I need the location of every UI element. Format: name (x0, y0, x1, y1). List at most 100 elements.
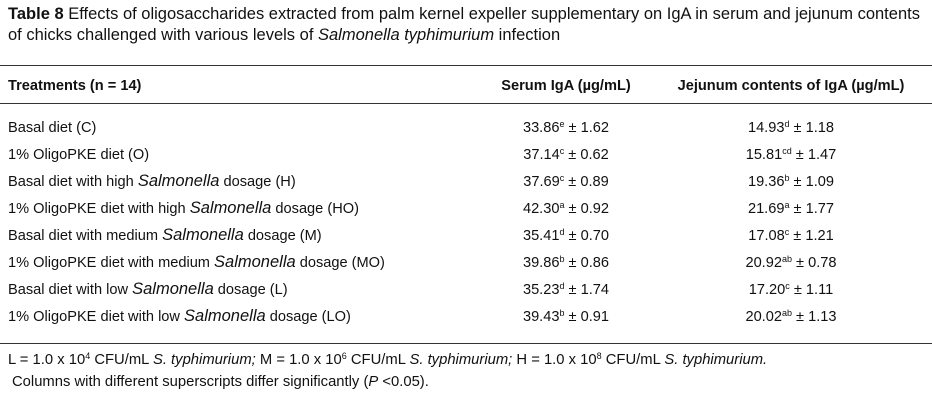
jejunum-iga-mean: 17.20 (748, 281, 786, 298)
footnote-m-unit: CFU/mL (346, 352, 410, 368)
jejunum-iga-cell: 21.69a ± 1.77 (656, 195, 926, 222)
top-rule (0, 65, 932, 66)
jejunum-iga-mean: 20.92 (745, 254, 782, 271)
serum-iga-mean: 35.41 (522, 227, 560, 244)
serum-iga-mean: 33.86 (522, 119, 560, 136)
treatment-dosage: dosage (HO) (271, 201, 359, 217)
jejunum-iga-sd: ± 1.11 (789, 281, 834, 298)
table-row: Basal diet (C) 33.86e ± 1.62 14.93d ± 1.18 (8, 114, 926, 141)
treatment-dosage: dosage (MO) (295, 255, 385, 271)
serum-iga-mean: 35.23 (522, 281, 560, 298)
caption-organism: Salmonella typhimurium (318, 26, 495, 44)
table-row: Basal diet with high Salmonella dosage (… (8, 168, 926, 195)
treatment-organism: Salmonella (132, 280, 214, 298)
serum-iga-superscript: a (559, 199, 565, 210)
column-header-treatments: Treatments (n = 14) (8, 78, 142, 94)
footnote-line-2: Columns with different superscripts diff… (8, 372, 928, 393)
serum-iga-superscript: c (559, 172, 565, 183)
footnote-m-organism: S. typhimurium; (409, 352, 513, 368)
serum-iga-superscript: e (559, 118, 565, 129)
treatment-cell: Basal diet with low Salmonella dosage (L… (8, 276, 476, 303)
treatment-cell: 1% OligoPKE diet with low Salmonella dos… (8, 303, 476, 330)
treatment-text: Basal diet with low (8, 282, 133, 298)
serum-iga-mean: 39.86 (522, 254, 560, 271)
serum-iga-cell: 35.23d ± 1.74 (476, 276, 656, 303)
table-row: 1% OligoPKE diet with high Salmonella do… (8, 195, 926, 222)
footnote-h-dose: H = 1.0 x 10 (512, 352, 597, 368)
serum-iga-cell: 37.69c ± 0.89 (476, 168, 656, 195)
jejunum-iga-sd: ± 1.77 (789, 200, 835, 217)
treatment-dosage: dosage (M) (243, 228, 322, 244)
footnote-m-exponent: 6 (341, 351, 347, 361)
footnote-significance-text: Columns with different superscripts diff… (12, 374, 369, 390)
serum-iga-cell: 35.41d ± 0.70 (476, 222, 656, 249)
treatment-dosage: dosage (L) (213, 282, 288, 298)
footnote-m-dose: M = 1.0 x 10 (255, 352, 342, 368)
serum-iga-sd: ± 0.70 (564, 227, 610, 244)
footnote-p-threshold: <0.05). (378, 374, 429, 390)
serum-iga-cell: 39.43b ± 0.91 (476, 303, 656, 330)
caption-text: Effects of oligosaccharides extracted fr… (8, 5, 920, 44)
treatment-text: Basal diet with high (8, 174, 138, 190)
data-table: Treatments (n = 14) Serum IgA (µg/mL) Je… (8, 72, 926, 330)
jejunum-iga-sd: ± 0.78 (792, 254, 837, 271)
serum-iga-sd: ± 0.86 (564, 254, 610, 271)
spacer-row (8, 100, 926, 114)
treatment-text: 1% OligoPKE diet with low (8, 309, 185, 325)
column-header-jejunum-iga: Jejunum contents of IgA (µg/mL) (677, 78, 905, 94)
serum-iga-superscript: d (559, 280, 565, 291)
footnote-h-exponent: 8 (596, 351, 602, 361)
serum-iga-cell: 33.86e ± 1.62 (476, 114, 656, 141)
jejunum-iga-superscript: ab (781, 253, 792, 264)
serum-iga-sd: ± 0.91 (564, 308, 610, 325)
treatment-cell: Basal diet (C) (8, 114, 476, 141)
serum-iga-superscript: c (559, 145, 565, 156)
treatment-text: Basal diet with medium (8, 228, 163, 244)
treatment-text: 1% OligoPKE diet with medium (8, 255, 215, 271)
jejunum-iga-cell: 20.92ab ± 0.78 (656, 249, 926, 276)
caption-text-end: infection (494, 26, 561, 44)
jejunum-iga-cell: 19.36b ± 1.09 (656, 168, 926, 195)
jejunum-iga-cell: 17.20c ± 1.11 (656, 276, 926, 303)
treatment-cell: Basal diet with medium Salmonella dosage… (8, 222, 476, 249)
serum-iga-mean: 42.30 (522, 200, 560, 217)
table-footnote: L = 1.0 x 104 CFU/mL S. typhimurium; M =… (8, 350, 928, 393)
header-row: Treatments (n = 14) Serum IgA (µg/mL) Je… (8, 72, 926, 100)
jejunum-iga-sd: ± 1.09 (789, 173, 835, 190)
treatment-text: 1% OligoPKE diet (O) (8, 147, 150, 163)
jejunum-iga-mean: 21.69 (747, 200, 785, 217)
jejunum-iga-mean: 15.81 (745, 146, 783, 163)
jejunum-iga-mean: 20.02 (745, 308, 782, 325)
treatment-text: Basal diet (C) (8, 120, 97, 136)
table-caption: Table 8 Effects of oligosaccharides extr… (8, 4, 928, 46)
serum-iga-mean: 37.14 (523, 146, 560, 163)
jejunum-iga-superscript: ab (781, 307, 792, 318)
serum-iga-cell: 37.14c ± 0.62 (476, 141, 656, 168)
jejunum-iga-cell: 17.08c ± 1.21 (656, 222, 926, 249)
table-row: 1% OligoPKE diet with medium Salmonella … (8, 249, 926, 276)
footnote-l-exponent: 4 (85, 351, 91, 361)
bottom-rule (0, 343, 932, 344)
spacer-cell (8, 100, 926, 114)
table-row: Basal diet with medium Salmonella dosage… (8, 222, 926, 249)
jejunum-iga-cell: 14.93d ± 1.18 (656, 114, 926, 141)
serum-iga-sd: ± 0.62 (564, 146, 609, 163)
footnote-l-unit: CFU/mL (90, 352, 153, 368)
treatment-dosage: dosage (LO) (265, 309, 351, 325)
treatment-dosage: dosage (H) (219, 174, 296, 190)
treatment-organism: Salmonella (162, 226, 244, 244)
jejunum-iga-superscript: c (784, 226, 790, 237)
jejunum-iga-cell: 15.81cd ± 1.47 (656, 141, 926, 168)
footnote-l-dose: L = 1.0 x 10 (8, 352, 86, 368)
footnote-l-organism: S. typhimurium; (152, 352, 256, 368)
jejunum-iga-cell: 20.02ab ± 1.13 (656, 303, 926, 330)
treatment-cell: 1% OligoPKE diet with high Salmonella do… (8, 195, 476, 222)
table-row: 1% OligoPKE diet with low Salmonella dos… (8, 303, 926, 330)
serum-iga-cell: 39.86b ± 0.86 (476, 249, 656, 276)
jejunum-iga-superscript: a (784, 199, 790, 210)
table-label: Table 8 (8, 5, 64, 23)
jejunum-iga-sd: ± 1.13 (792, 308, 837, 325)
column-header-serum-iga: Serum IgA (µg/mL) (501, 78, 631, 94)
serum-iga-sd: ± 0.92 (564, 200, 610, 217)
treatment-organism: Salmonella (189, 199, 272, 217)
